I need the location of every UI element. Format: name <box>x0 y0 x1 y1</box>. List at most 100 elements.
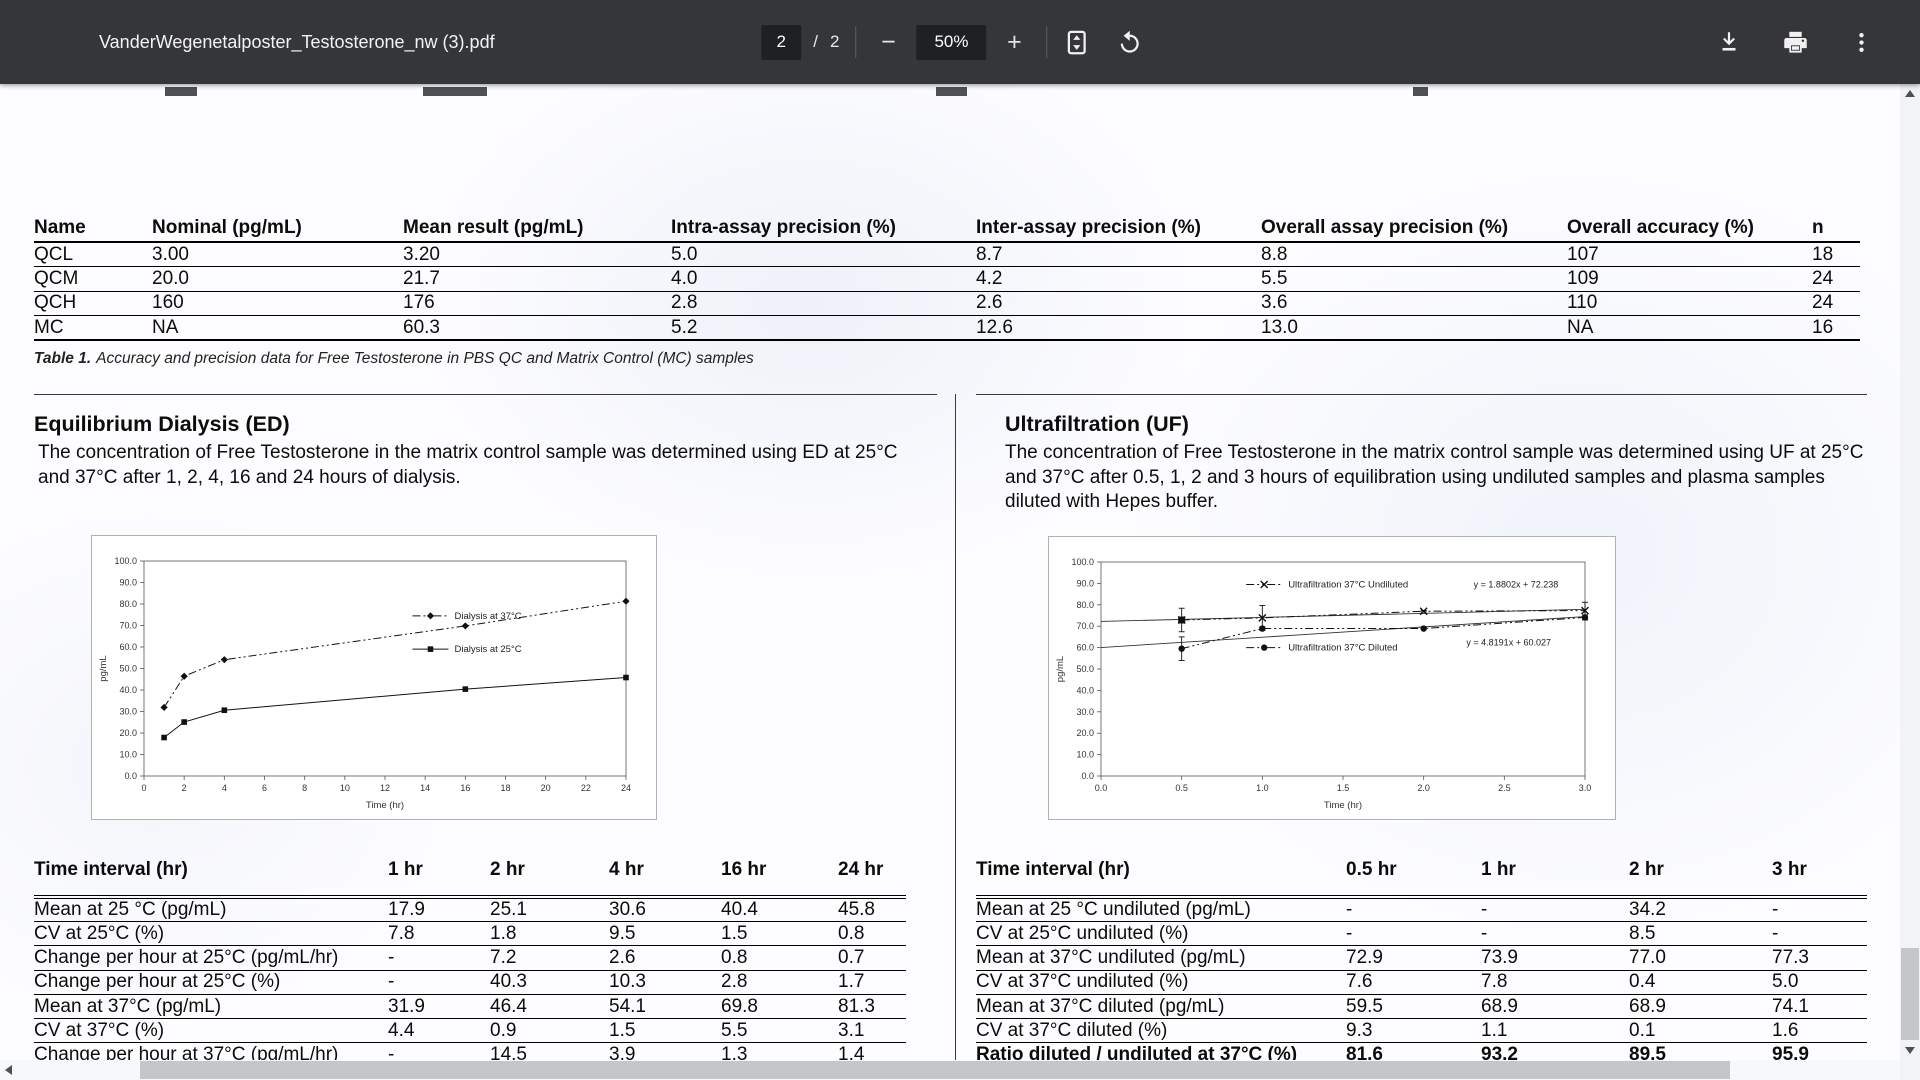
scroll-down-arrow[interactable] <box>1905 1047 1915 1054</box>
svg-text:y = 4.8191x + 60.027: y = 4.8191x + 60.027 <box>1466 637 1551 647</box>
caption-label: Table 1. <box>34 350 92 367</box>
column-header: Overall assay precision (%) <box>1261 215 1567 243</box>
zoom-in-button[interactable]: + <box>998 26 1030 58</box>
cell: 13.0 <box>1261 315 1567 341</box>
uf-paragraph: The concentration of Free Testosterone i… <box>1005 442 1864 512</box>
scroll-up-arrow[interactable] <box>1905 90 1915 97</box>
cell: 2.6 <box>609 945 721 971</box>
horizontal-scroll-thumb[interactable] <box>140 1061 1730 1079</box>
cell: 7.6 <box>1346 970 1481 995</box>
more-options-button[interactable] <box>1849 30 1874 55</box>
svg-text:80.0: 80.0 <box>1076 600 1094 610</box>
svg-text:14: 14 <box>420 783 430 793</box>
cell: 54.1 <box>609 994 721 1020</box>
svg-text:0.0: 0.0 <box>124 771 137 781</box>
cell: 30.6 <box>609 897 721 922</box>
column-header: Nominal (pg/mL) <box>152 215 403 243</box>
zoom-out-button[interactable]: − <box>872 26 904 58</box>
svg-text:20: 20 <box>541 783 551 793</box>
zoom-level-input[interactable]: 50% <box>916 24 987 60</box>
cell: 77.3 <box>1772 945 1867 971</box>
rotate-icon <box>1120 30 1139 53</box>
cell: 3.1 <box>838 1018 906 1044</box>
cell: 8.7 <box>976 242 1261 267</box>
column-header: 0.5 hr <box>1346 856 1481 899</box>
cell: 1.3 <box>721 1042 838 1060</box>
cell: 68.9 <box>1481 994 1629 1020</box>
cell: 40.4 <box>721 897 838 922</box>
scroll-left-arrow[interactable] <box>5 1065 12 1075</box>
cell: 3.20 <box>403 242 671 267</box>
table-row: CV at 37°C undiluted (%) 7.6 7.8 0.4 5.0 <box>976 970 1867 995</box>
table-row: Change per hour at 25°C (pg/mL/hr) -7.2 2.… <box>34 945 906 971</box>
table-row: MC NA 60.3 5.2 12.6 13.0 NA 16 <box>34 315 1860 341</box>
column-header: 24 hr <box>838 856 906 899</box>
cell: MC <box>34 315 152 341</box>
cell: Change per hour at 25°C (%) <box>34 970 388 995</box>
horizontal-scrollbar[interactable] <box>0 1060 1920 1080</box>
menu-button[interactable] <box>30 31 57 54</box>
cell: Mean at 37°C undiluted (pg/mL) <box>976 945 1346 971</box>
cell: NA <box>1567 315 1812 341</box>
cell: 5.5 <box>721 1018 838 1044</box>
table-row: QCM 20.0 21.7 4.0 4.2 5.5 109 24 <box>34 266 1860 292</box>
svg-text:16: 16 <box>460 783 470 793</box>
column-header: 3 hr <box>1772 856 1867 899</box>
svg-text:10.0: 10.0 <box>1076 750 1094 760</box>
cell: - <box>1481 897 1629 922</box>
svg-text:4: 4 <box>222 783 227 793</box>
cell: 0.1 <box>1629 1018 1772 1044</box>
cell: QCL <box>34 242 152 267</box>
svg-text:12: 12 <box>380 783 390 793</box>
cell: - <box>1481 921 1629 947</box>
page-number-input[interactable]: 2 <box>761 24 802 60</box>
cell: 72.9 <box>1346 945 1481 971</box>
svg-text:50.0: 50.0 <box>119 664 137 674</box>
column-header: Overall accuracy (%) <box>1567 215 1812 243</box>
svg-text:90.0: 90.0 <box>1076 578 1094 588</box>
rotate-button[interactable] <box>1116 29 1143 56</box>
cell: 5.0 <box>1772 970 1867 995</box>
ed-results-table: Time interval (hr) 1 hr 2 hr 4 hr 16 hr 24 hr… <box>34 856 906 1060</box>
vertical-scroll-thumb[interactable] <box>1901 948 1919 1040</box>
table1-caption: Table 1. Accuracy and precision data for … <box>34 350 754 368</box>
cell: 1.6 <box>1772 1018 1867 1044</box>
svg-text:24: 24 <box>621 783 631 793</box>
cell: 2.8 <box>721 970 838 995</box>
column-header: Intra-assay precision (%) <box>671 215 976 243</box>
cell: 5.5 <box>1261 266 1567 292</box>
qc-precision-table: Name Nominal (pg/mL) Mean result (pg/mL) In… <box>34 215 1860 341</box>
cell: 20.0 <box>152 266 403 292</box>
cell: - <box>1772 921 1867 947</box>
cell: CV at 37°C undiluted (%) <box>976 970 1346 995</box>
column-header: 2 hr <box>1629 856 1772 899</box>
fit-page-icon <box>1067 30 1086 54</box>
cell: Change per hour at 37°C (pg/mL/hr) <box>34 1042 388 1060</box>
table-row: Mean at 37°C (pg/mL) 31.9 46.4 54.1 69.8 81.3 <box>34 994 906 1020</box>
cell: 18 <box>1812 242 1860 267</box>
column-header: Time interval (hr) <box>976 856 1346 899</box>
cell: 176 <box>403 291 671 316</box>
cell: 1.5 <box>609 1018 721 1044</box>
svg-text:80.0: 80.0 <box>119 599 137 609</box>
svg-text:pg/mL: pg/mL <box>98 655 109 681</box>
header-row: Time interval (hr) 1 hr 2 hr 4 hr 16 hr 24 hr <box>34 856 906 899</box>
table-row: Mean at 37°C diluted (pg/mL) 59.5 68.9 68.9… <box>976 994 1867 1020</box>
svg-text:Ultrafiltration 37°C Undiluted: Ultrafiltration 37°C Undiluted <box>1288 579 1408 590</box>
cell: 0.8 <box>721 945 838 971</box>
cell: 0.8 <box>838 921 906 947</box>
section-divider <box>976 394 1867 395</box>
ed-section-heading: Equilibrium Dialysis (ED) <box>34 412 290 436</box>
cell: QCH <box>34 291 152 316</box>
cell: 1.1 <box>1481 1018 1629 1044</box>
fit-page-button[interactable] <box>1063 29 1090 56</box>
svg-text:Dialysis at 37°C: Dialysis at 37°C <box>454 611 521 622</box>
previous-page-remnant <box>423 87 487 96</box>
vertical-scrollbar[interactable] <box>1900 84 1920 1060</box>
cell: 4.0 <box>671 266 976 292</box>
table-row: Mean at 25 °C undiluted (pg/mL) - -34.2- <box>976 897 1867 922</box>
download-button[interactable] <box>1716 29 1742 55</box>
print-button[interactable] <box>1782 29 1809 56</box>
svg-text:0.5: 0.5 <box>1175 783 1188 793</box>
column-divider <box>955 394 956 1060</box>
